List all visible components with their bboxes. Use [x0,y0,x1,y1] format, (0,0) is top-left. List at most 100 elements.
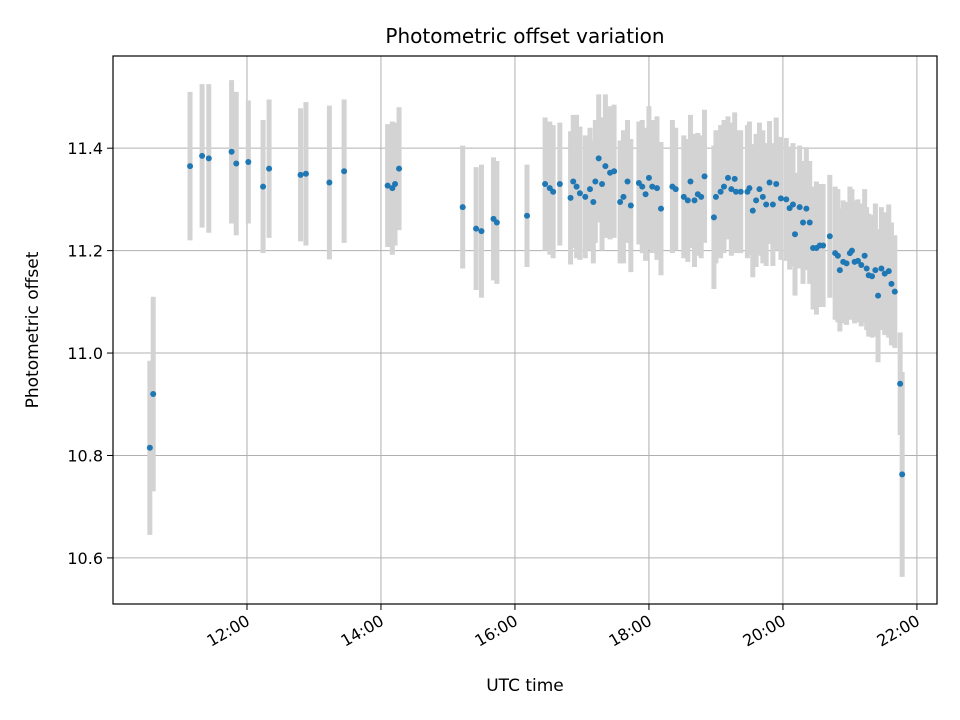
data-point [599,181,606,188]
data-point [570,178,577,185]
data-point [826,233,833,240]
data-point [459,204,466,211]
data-point [556,181,563,188]
data-point [326,179,333,186]
data-point [720,183,727,190]
data-point [733,188,740,195]
x-axis-title: UTC time [486,676,564,696]
data-point [749,207,756,214]
data-point [717,188,724,195]
data-point [684,197,691,204]
data-point [848,247,855,254]
data-point [617,198,624,205]
data-point [199,152,206,159]
data-point [763,201,770,208]
data-point [187,163,194,170]
data-point [691,197,698,204]
data-point [550,188,557,195]
plot-frame [112,55,938,605]
data-point [687,178,694,185]
data-point [624,178,631,185]
data-point [205,155,212,162]
data-point [791,231,798,238]
data-point [592,178,599,185]
data-point [576,190,583,197]
data-points [146,148,906,478]
data-point [803,205,810,212]
data-point [746,185,753,192]
data-point [731,175,738,182]
data-point [872,267,879,274]
data-point [524,212,531,219]
data-point [297,171,304,178]
data-point [710,214,717,221]
data-point [639,183,646,190]
data-point [567,194,574,201]
chart-title: Photometric offset variation [385,24,664,48]
data-point [769,201,776,208]
data-point [620,193,627,200]
data-point [590,198,597,205]
data-point [888,280,895,287]
data-point [611,168,618,175]
data-point [897,380,904,387]
data-point [627,202,634,209]
data-point [789,201,796,208]
data-point [885,268,892,275]
y-tick-label: 11.4 [67,139,103,158]
data-point [834,252,841,259]
data-point [228,148,235,155]
data-point [542,181,549,188]
data-point [836,267,843,274]
data-point [233,160,240,167]
data-point [642,191,649,198]
data-point [756,186,763,193]
y-tick-label: 11.2 [67,242,103,261]
data-point [878,265,885,272]
data-point [698,193,705,200]
data-point [573,183,580,190]
data-point [891,288,898,295]
data-point [266,165,273,172]
data-point [493,219,500,226]
data-point [649,183,656,190]
y-axis-title: Photometric offset [23,251,43,408]
data-point [146,444,153,451]
y-tick-label: 10.8 [67,446,103,465]
y-tick-label: 10.6 [67,549,103,568]
data-point [724,174,731,181]
data-point [680,193,687,200]
data-point [806,219,813,226]
data-point [737,188,744,195]
data-point [875,292,882,299]
data-point [858,261,865,268]
data-point [341,168,348,175]
data-point [728,186,735,193]
data-point [800,219,807,226]
data-point [396,165,403,172]
data-point [869,273,876,280]
data-point [899,471,906,478]
data-point [854,257,861,264]
data-point [602,163,609,170]
data-point [863,265,870,272]
data-point [672,186,679,193]
data-point [773,181,780,188]
data-point [820,242,827,249]
data-point [701,173,708,180]
data-point [753,197,760,204]
data-point [861,252,868,259]
data-point [384,182,391,189]
data-point [653,185,660,192]
data-point [796,204,803,211]
data-point [766,179,773,186]
data-point [582,193,589,200]
data-point [712,193,719,200]
data-point [595,155,602,162]
data-point [645,174,652,181]
data-point [657,205,664,212]
data-point [302,170,309,177]
data-point [150,391,157,398]
